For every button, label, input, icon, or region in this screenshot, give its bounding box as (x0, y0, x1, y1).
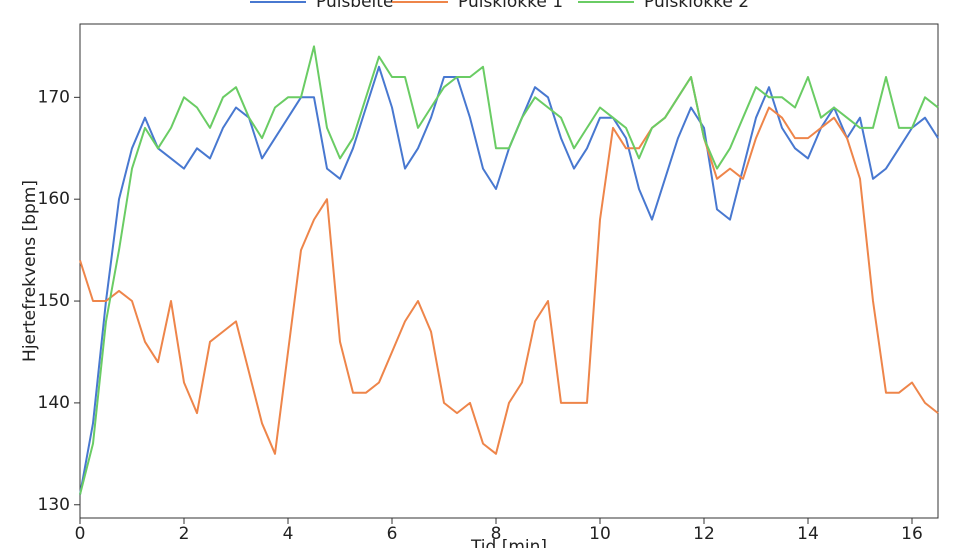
legend-label: Pulsklokke 2 (644, 0, 749, 12)
legend-label: Pulsbelte (316, 0, 393, 12)
series-line (79, 65, 939, 495)
y-axis-label: Hjertefrekvens [bpm] (20, 180, 40, 362)
x-axis-label: Tid [min] (470, 537, 547, 548)
series-line (79, 45, 939, 495)
x-tick-label: 12 (693, 524, 715, 544)
y-tick-label: 140 (38, 393, 70, 413)
x-tick-label: 4 (283, 524, 294, 544)
x-tick-label: 0 (75, 524, 86, 544)
legend-label: Pulsklokke 1 (458, 0, 563, 12)
y-tick-label: 170 (38, 87, 70, 107)
x-tick-label: 14 (797, 524, 819, 544)
x-tick-label: 6 (387, 524, 398, 544)
y-tick-label: 160 (38, 189, 70, 209)
x-tick-label: 2 (179, 524, 190, 544)
y-tick-label: 130 (38, 495, 70, 515)
x-tick-label: 10 (589, 524, 611, 544)
x-tick-label: 8 (491, 524, 502, 544)
y-tick-label: 150 (38, 291, 70, 311)
x-tick-label: 16 (901, 524, 923, 544)
series-line (79, 76, 939, 455)
plot-frame (79, 23, 939, 519)
